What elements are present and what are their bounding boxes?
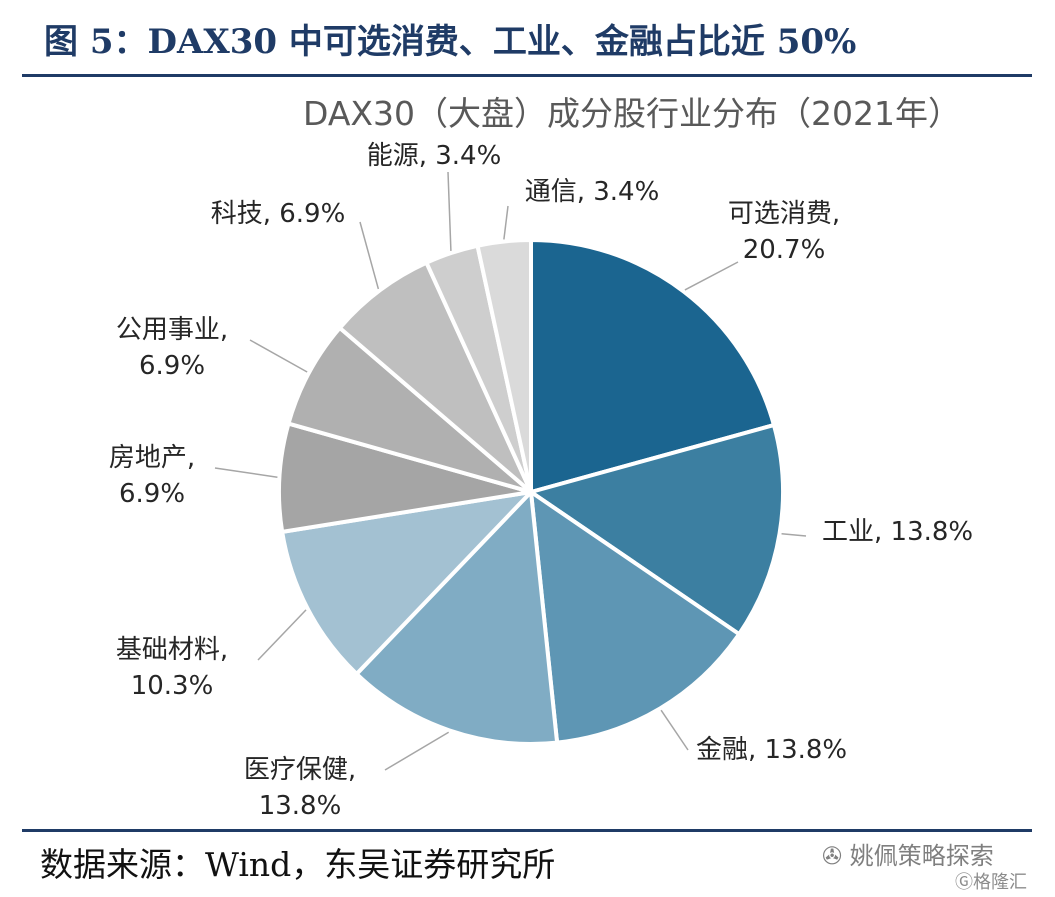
chart-title: DAX30（大盘）成分股行业分布（2021年） — [303, 94, 961, 133]
watermark-account: ✇ 姚佩策略探索 — [822, 836, 994, 871]
leader-line — [249, 339, 308, 373]
watermark-account-name: 姚佩策略探索 — [849, 842, 994, 870]
watermark-brand: Ⓖ格隆汇 — [955, 868, 1027, 894]
pie-slice — [529, 238, 776, 494]
leader-line — [447, 171, 452, 251]
slice-label: 科技, 6.9% — [211, 199, 346, 229]
leader-line — [359, 221, 380, 290]
slice-value-label: 10.3% — [131, 671, 214, 701]
slice-value-label: 20.7% — [743, 235, 826, 265]
source-note: 数据来源：Wind，东吴证券研究所 — [40, 845, 556, 884]
pie-slice — [286, 325, 533, 494]
brand-logo-icon: Ⓖ — [955, 872, 973, 893]
slice-label: 能源, 3.4% — [367, 141, 502, 171]
pie-slice — [277, 421, 533, 534]
slice-label: 公用事业, — [116, 315, 228, 345]
wechat-icon: ✇ — [822, 842, 850, 870]
pie-slice — [529, 423, 785, 637]
slice-labels: 可选消费, 20.7% 工业, 13.8% 金融, 13.8% 医疗保健, 13.8% 基础… — [109, 141, 973, 821]
leader-lines — [214, 171, 807, 771]
slice-label: 金融, 13.8% — [696, 735, 847, 765]
slice-value-label: 6.9% — [119, 479, 185, 509]
leader-line — [384, 731, 450, 771]
leader-line — [503, 205, 509, 240]
leader-line — [684, 261, 739, 291]
leader-line — [257, 609, 307, 661]
pie-slice — [337, 260, 533, 494]
top-divider — [22, 74, 1032, 77]
pie-chart: DAX30（大盘）成分股行业分布（2021年） 可选消费, 20.7% 工业, 13… — [109, 94, 973, 821]
slice-value-label: 13.8% — [259, 791, 342, 821]
slice-label: 医疗保健, — [244, 755, 356, 785]
pie-slice — [475, 238, 533, 494]
leader-line — [781, 532, 807, 537]
pie-slice — [280, 490, 533, 676]
slice-value-label: 6.9% — [139, 351, 205, 381]
pie-slice — [354, 490, 560, 746]
slice-label: 可选消费, — [728, 199, 840, 229]
leader-line — [214, 467, 278, 478]
slice-label: 通信, 3.4% — [525, 177, 660, 207]
figure-title: 图 5：DAX30 中可选消费、工业、金融占比近 50% — [44, 22, 857, 62]
slice-label: 基础材料, — [116, 635, 228, 665]
slice-label: 房地产, — [109, 443, 195, 473]
bottom-divider — [22, 829, 1032, 832]
watermark-brand-name: 格隆汇 — [973, 872, 1027, 893]
leader-line — [660, 709, 689, 751]
slice-label: 工业, 13.8% — [822, 517, 973, 547]
pie-slices — [277, 238, 785, 746]
pie-slice — [529, 490, 742, 745]
